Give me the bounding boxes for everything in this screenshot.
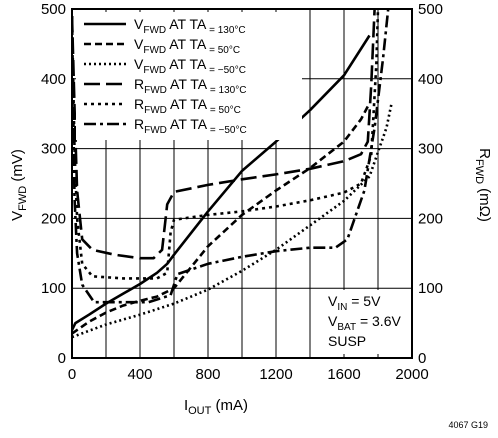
plot-frame [71, 8, 413, 359]
y-tick-label-left: 0 [58, 350, 66, 367]
condition-vin: VIN = 5V [328, 293, 381, 313]
series-lines [72, 9, 393, 339]
y-tick-label-left: 300 [41, 141, 66, 158]
x-tick-label: 1600 [327, 366, 360, 383]
y-tick-label-right: 400 [418, 71, 443, 88]
y-tick-label-right: 200 [418, 210, 443, 227]
x-tick-label: 400 [127, 366, 152, 383]
legend-entry: VFWD AT TA = −50°C [134, 56, 246, 76]
tick-labels: 0 400 800 1200 1600 2000010020030040050001002… [41, 1, 443, 383]
conditions-background [327, 290, 409, 354]
condition-vbat: VBAT = 3.6V [328, 313, 401, 333]
series-line-6 [72, 9, 390, 304]
legend-entry: RFWD AT TA = 50°C [134, 96, 241, 116]
series-line-2 [72, 102, 371, 335]
x-tick-label: 800 [195, 366, 220, 383]
x-tick-label: 0 [68, 366, 76, 383]
legend-entry: VFWD AT TA = 50°C [134, 36, 240, 56]
x-tick-label: 1200 [259, 366, 292, 383]
y-tick-label-left: 500 [41, 1, 66, 18]
y-tick-label-right: 500 [418, 1, 443, 18]
y-tick-label-left: 200 [41, 210, 66, 227]
series-line-4 [72, 9, 376, 260]
y-axis-label-right: RFWD (mΩ) [473, 148, 493, 222]
y-tick-label-right: 300 [418, 141, 443, 158]
series-line-3 [72, 102, 393, 339]
legend-entry: RFWD AT TA = 130°C [134, 76, 246, 96]
figure-code: 4067 G19 [448, 420, 488, 430]
y-tick-label-left: 400 [41, 71, 66, 88]
y-tick-label-left: 100 [41, 280, 66, 297]
x-axis-label: IOUT (mA) [184, 397, 248, 417]
series-line-5 [72, 9, 380, 280]
legend-entry: RFWD AT TA = −50°C [134, 116, 247, 136]
y-tick-label-right: 0 [418, 350, 426, 367]
y-axis-label-left: VFWD (mV) [9, 149, 29, 221]
legend-background [76, 12, 302, 140]
x-tick-label: 2000 [395, 366, 428, 383]
condition-mode: SUSP [328, 333, 366, 349]
legend-entry: VFWD AT TA = 130°C [134, 16, 246, 36]
y-tick-label-right: 100 [418, 280, 443, 297]
